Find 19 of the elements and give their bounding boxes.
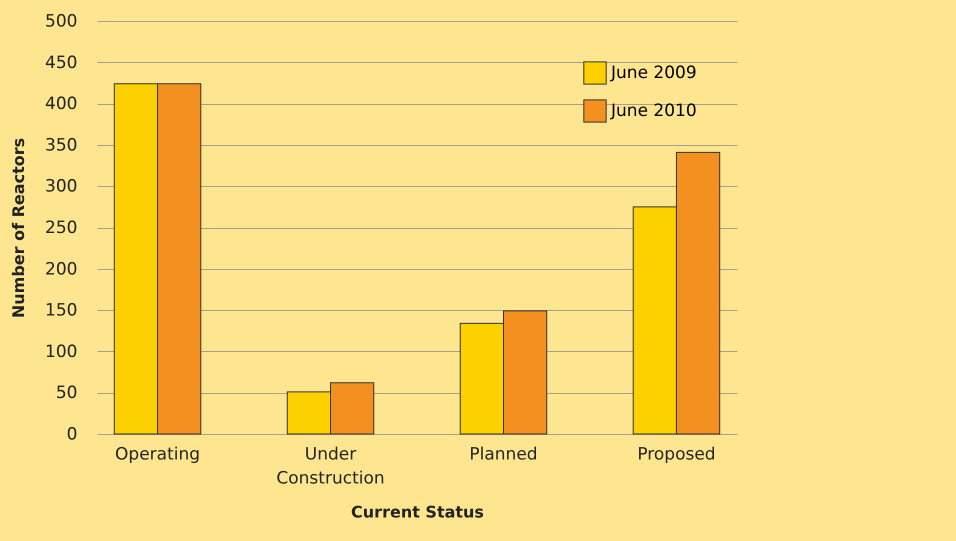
x-axis-title: Current Status: [351, 502, 484, 522]
y-tick-label: 400: [45, 94, 78, 114]
y-tick-label: 300: [45, 176, 78, 197]
y-tick-label: 0: [66, 424, 78, 444]
x-tick-label: Operating: [115, 444, 200, 464]
y-tick-label: 150: [45, 300, 78, 321]
y-tick-label: 200: [45, 259, 78, 280]
y-tick-label: 450: [45, 52, 78, 73]
y-tick-label: 500: [45, 12, 78, 32]
y-tick-label: 250: [45, 218, 78, 238]
y-axis-title: Number of Reactors: [9, 138, 28, 318]
x-tick-label: Proposed: [637, 444, 716, 464]
y-tick-label: 350: [45, 135, 78, 156]
y-tick-label: 50: [56, 383, 78, 404]
legend-label: June 2009: [610, 63, 697, 83]
legend-label: June 2010: [610, 101, 697, 121]
y-tick-label: 100: [45, 342, 78, 362]
x-tick-label: Planned: [469, 444, 538, 464]
x-tick-label: Under Construction: [276, 444, 385, 488]
